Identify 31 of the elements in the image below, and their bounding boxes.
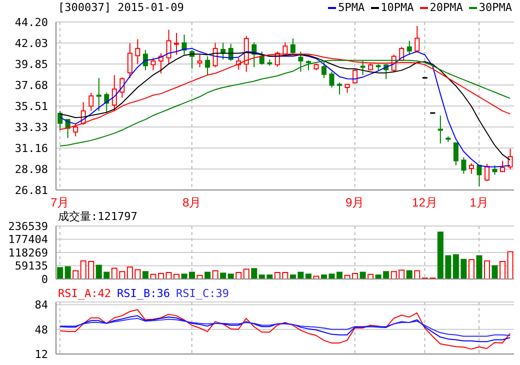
- x-tick-label: 8月: [182, 196, 202, 210]
- legend-label: 30PMA: [478, 1, 512, 14]
- legend-label: 10PMA: [380, 1, 414, 14]
- chart-title: [300037] 2015-01-09: [58, 1, 184, 14]
- y-tick-label: 31.16: [14, 142, 48, 155]
- series-label: RSI_A:42: [58, 287, 111, 300]
- y-tick-label: 42.03: [14, 36, 48, 50]
- y-tick-label: 39.85: [14, 58, 48, 71]
- y-tick-label: 84: [34, 298, 48, 312]
- y-tick-label: 33.33: [14, 120, 48, 134]
- x-tick-label: 1月: [470, 196, 488, 210]
- y-tick-label: 0: [41, 272, 48, 286]
- y-tick-label: 236539: [8, 220, 48, 233]
- y-tick-label: 59135: [14, 260, 48, 273]
- y-tick-label: 28.98: [14, 162, 48, 176]
- x-tick-label: 12月: [412, 196, 438, 210]
- legend-label: 20PMA: [428, 1, 463, 14]
- y-tick-label: 35.51: [14, 100, 48, 113]
- legend-label: 5PMA: [337, 1, 365, 14]
- x-tick-label: 7月: [50, 196, 70, 210]
- x-tick-label: 9月: [346, 196, 364, 210]
- chart-title: 成交量:121797: [58, 209, 138, 224]
- y-tick-label: 12: [34, 348, 48, 361]
- y-tick-label: 177404: [8, 233, 48, 246]
- y-tick-label: 44.20: [14, 16, 48, 29]
- y-tick-label: 48: [34, 323, 48, 336]
- y-tick-label: 26.81: [14, 184, 48, 197]
- series-label: RSI_C:39: [176, 287, 229, 300]
- series-label: RSI_B:36: [116, 287, 170, 300]
- y-tick-label: 118269: [8, 246, 48, 260]
- y-tick-label: 37.68: [14, 78, 48, 92]
